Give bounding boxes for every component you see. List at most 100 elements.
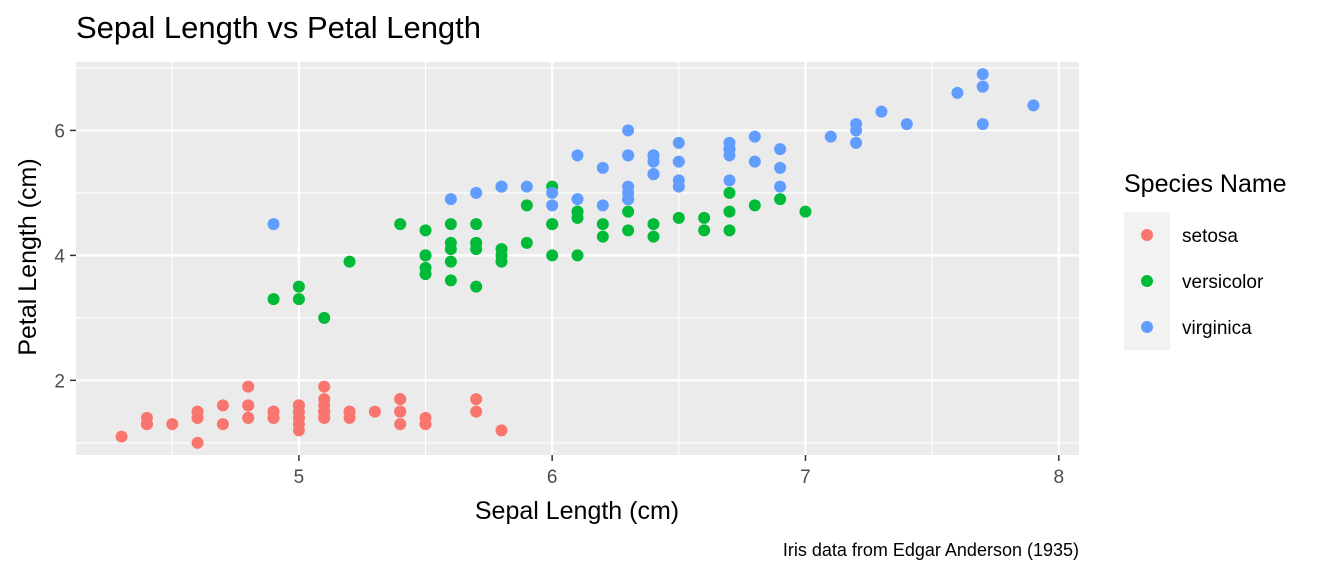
x-axis: 5 6 7 8	[294, 455, 1064, 488]
point-virginica	[774, 161, 787, 174]
point-versicolor	[292, 293, 305, 306]
legend-marker-setosa	[1141, 229, 1153, 241]
point-versicolor	[520, 199, 533, 212]
point-virginica	[723, 143, 736, 156]
point-versicolor	[343, 255, 356, 268]
point-versicolor	[622, 224, 635, 237]
point-setosa	[216, 418, 229, 431]
x-axis-title: Sepal Length (cm)	[475, 497, 679, 525]
point-virginica	[470, 186, 483, 199]
point-virginica	[596, 161, 609, 174]
point-virginica	[1027, 99, 1040, 112]
legend-marker-versicolor	[1141, 275, 1153, 287]
point-versicolor	[698, 211, 711, 224]
point-versicolor	[292, 280, 305, 293]
point-virginica	[647, 168, 660, 181]
point-virginica	[951, 86, 964, 99]
y-axis: 2 4 6	[54, 121, 76, 392]
point-virginica	[850, 136, 863, 149]
point-setosa	[394, 393, 407, 406]
point-virginica	[571, 193, 584, 206]
chart-caption: Iris data from Edgar Anderson (1935)	[783, 540, 1079, 560]
point-versicolor	[419, 224, 432, 237]
point-virginica	[444, 193, 457, 206]
point-virginica	[976, 68, 989, 81]
point-virginica	[850, 124, 863, 137]
point-versicolor	[495, 249, 508, 262]
point-virginica	[748, 155, 761, 168]
point-virginica	[900, 118, 913, 131]
point-virginica	[672, 174, 685, 187]
y-axis-title: Petal Length (cm)	[14, 158, 42, 355]
legend-marker-virginica	[1141, 321, 1153, 333]
point-virginica	[824, 130, 837, 143]
point-versicolor	[622, 205, 635, 218]
point-versicolor	[419, 268, 432, 281]
point-setosa	[242, 380, 255, 393]
point-versicolor	[470, 218, 483, 231]
point-virginica	[546, 199, 559, 212]
legend-items: setosa versicolor virginica	[1124, 212, 1264, 350]
point-virginica	[672, 136, 685, 149]
point-virginica	[748, 130, 761, 143]
point-setosa	[216, 399, 229, 412]
y-tick-label: 2	[54, 371, 65, 392]
point-versicolor	[444, 236, 457, 249]
point-versicolor	[723, 186, 736, 199]
point-versicolor	[419, 249, 432, 262]
legend-label-setosa: setosa	[1182, 226, 1238, 247]
y-tick-label: 4	[54, 246, 65, 267]
point-versicolor	[394, 218, 407, 231]
point-virginica	[520, 180, 533, 193]
point-setosa	[368, 405, 381, 418]
point-setosa	[292, 411, 305, 424]
legend: Species Name setosa versicolor virginica	[1124, 170, 1287, 350]
point-versicolor	[444, 218, 457, 231]
point-versicolor	[444, 255, 457, 268]
point-setosa	[470, 393, 483, 406]
point-virginica	[622, 124, 635, 137]
point-virginica	[723, 174, 736, 187]
legend-label-virginica: virginica	[1182, 318, 1252, 339]
point-versicolor	[647, 218, 660, 231]
point-setosa	[191, 411, 204, 424]
point-versicolor	[723, 205, 736, 218]
point-virginica	[774, 180, 787, 193]
point-setosa	[242, 411, 255, 424]
point-versicolor	[444, 274, 457, 287]
data-points	[115, 68, 1040, 449]
point-versicolor	[546, 218, 559, 231]
point-versicolor	[470, 243, 483, 256]
point-setosa	[115, 430, 128, 443]
point-setosa	[495, 424, 508, 437]
point-setosa	[470, 405, 483, 418]
point-versicolor	[698, 224, 711, 237]
point-virginica	[267, 218, 280, 231]
legend-label-versicolor: versicolor	[1182, 272, 1264, 293]
point-versicolor	[799, 205, 812, 218]
point-versicolor	[520, 236, 533, 249]
point-virginica	[495, 180, 508, 193]
x-tick-label: 5	[294, 467, 305, 488]
point-virginica	[976, 118, 989, 131]
point-virginica	[647, 155, 660, 168]
point-virginica	[976, 80, 989, 93]
point-versicolor	[647, 230, 660, 243]
point-versicolor	[723, 224, 736, 237]
plot-panel	[76, 62, 1079, 455]
point-setosa	[343, 405, 356, 418]
point-virginica	[774, 143, 787, 156]
point-setosa	[318, 399, 331, 412]
point-virginica	[672, 155, 685, 168]
point-setosa	[318, 380, 331, 393]
x-tick-label: 6	[547, 467, 558, 488]
point-versicolor	[470, 280, 483, 293]
point-setosa	[166, 418, 179, 431]
x-tick-label: 7	[800, 467, 811, 488]
point-setosa	[419, 418, 432, 431]
point-versicolor	[596, 218, 609, 231]
point-virginica	[571, 149, 584, 162]
point-setosa	[292, 399, 305, 412]
point-versicolor	[672, 211, 685, 224]
